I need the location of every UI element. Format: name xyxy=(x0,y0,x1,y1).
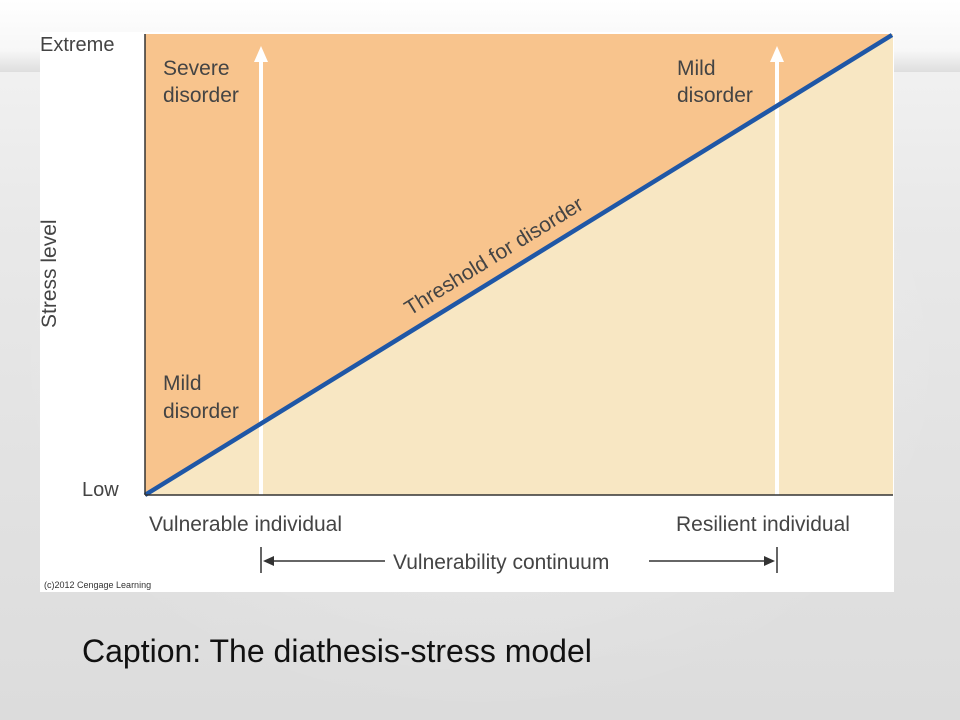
y-axis-top-label: Extreme xyxy=(40,34,114,56)
vulnerability-continuum-label: Vulnerability continuum xyxy=(393,551,609,574)
mild-disorder-left-label: Mild disorder xyxy=(163,372,239,423)
resilient-arrow xyxy=(770,46,784,495)
y-axis-bottom-label: Low xyxy=(82,479,119,501)
y-axis-title: Stress level xyxy=(40,219,61,328)
threshold-line xyxy=(143,33,894,497)
vulnerable-individual-label: Vulnerable individual xyxy=(149,513,342,536)
resilient-individual-label: Resilient individual xyxy=(676,513,850,536)
mild-disorder-right-label: Mild disorder xyxy=(677,57,753,107)
diathesis-stress-figure: Extreme Low Stress level Severe disorder… xyxy=(40,32,894,592)
copyright-text: (c)2012 Cengage Learning xyxy=(44,580,151,590)
severe-disorder-label: Severe disorder xyxy=(163,57,239,107)
slide-caption: Caption: The diathesis-stress model xyxy=(82,633,592,669)
vulnerability-continuum-arrow xyxy=(260,547,778,573)
figure-svg: Extreme Low Stress level Severe disorder… xyxy=(40,33,894,590)
